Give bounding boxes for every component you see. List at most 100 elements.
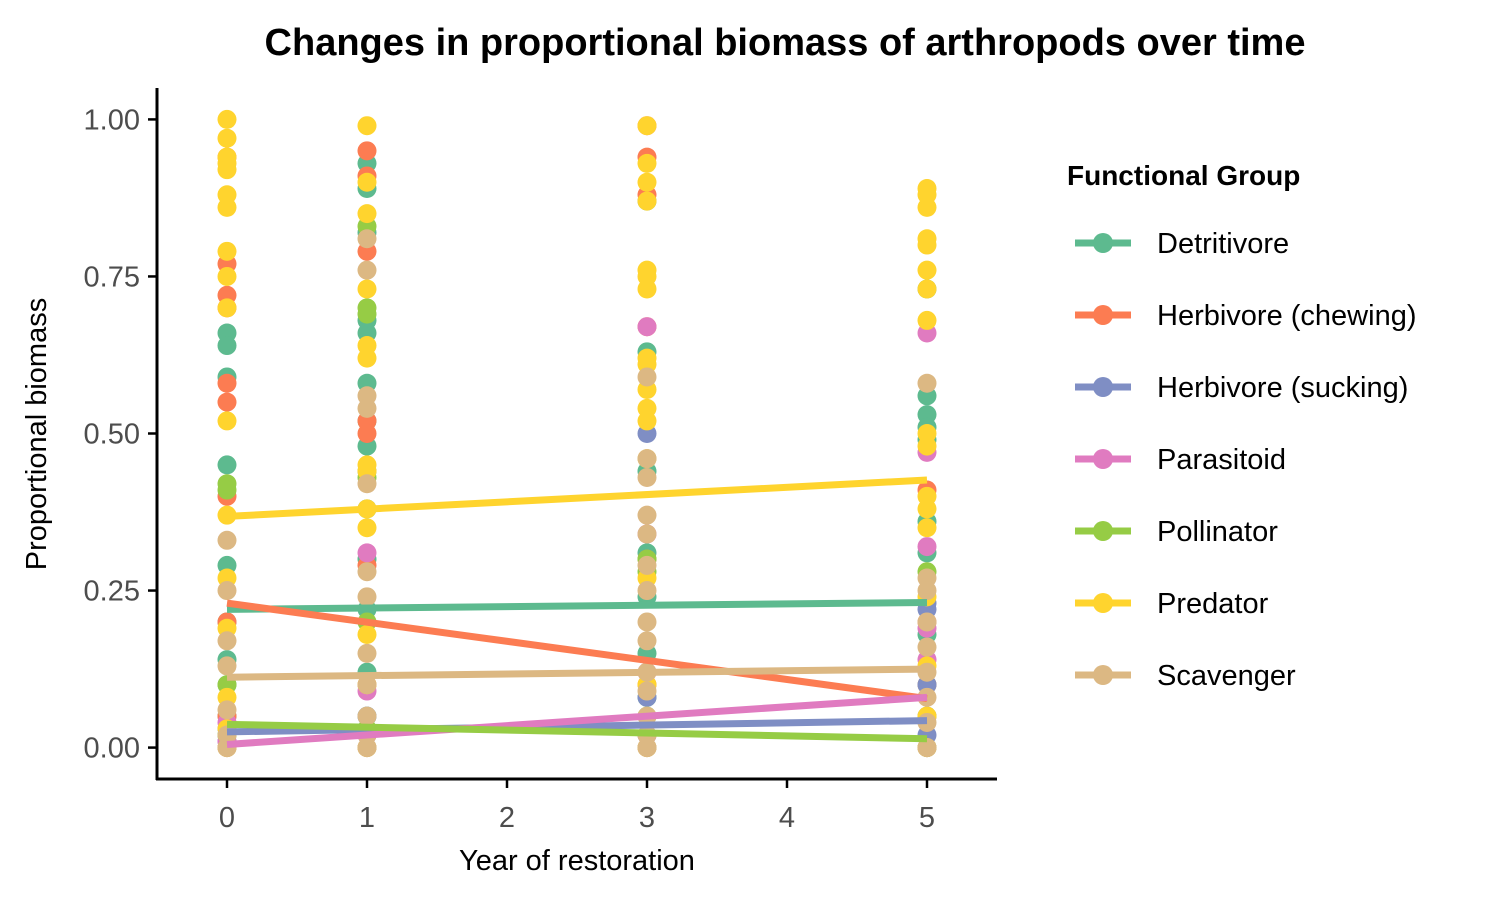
data-point [217,197,237,217]
data-point [217,455,237,475]
data-point [357,279,377,299]
trend-layer [226,476,928,748]
data-point [917,260,937,280]
x-ticks: 0 1 2 3 4 5 [219,779,935,834]
data-point [357,518,377,538]
x-tick-label: 5 [919,802,935,834]
data-point [637,317,657,337]
data-point [357,424,377,443]
data-point [637,449,657,469]
data-point [917,499,937,519]
x-tick-label: 3 [639,802,655,834]
data-point [637,631,657,651]
trend-line [226,476,928,520]
x-tick-label: 0 [219,802,235,834]
y-tick-label: 0.00 [84,733,140,765]
x-axis-label: Year of restoration [459,845,695,877]
trend-line [226,693,928,748]
legend-item: Herbivore (chewing) [1075,300,1417,332]
data-point [217,266,237,286]
data-point [917,235,937,255]
data-point [917,436,937,456]
data-point [357,172,377,192]
data-point [357,304,377,324]
legend-label: Herbivore (sucking) [1157,372,1408,404]
data-point [217,480,237,500]
data-point [217,241,237,261]
y-axis-label: Proportional biomass [21,298,53,570]
legend-marker [1093,593,1113,613]
data-point [637,153,657,173]
data-point [637,191,657,211]
y-tick-label: 0.50 [84,419,140,451]
data-point [357,587,377,607]
data-point [637,367,657,387]
data-point [357,398,377,418]
trend-line [226,665,928,681]
legend-label: Detritivore [1157,228,1289,260]
legend-label: Herbivore (chewing) [1157,300,1417,332]
data-point [217,656,237,676]
legend-item: Predator [1075,588,1269,620]
data-point [217,631,237,651]
data-point [917,612,937,632]
data-point [217,530,237,550]
legend-title: Functional Group [1067,160,1300,191]
legend-item: Pollinator [1075,516,1278,548]
data-point [357,706,377,726]
data-point [637,524,657,544]
legend-marker [1093,521,1113,541]
trend-line [226,720,928,743]
data-point [357,543,377,563]
data-point [217,298,237,318]
legend-marker [1093,233,1113,253]
data-point [357,116,377,136]
data-point [217,109,237,129]
data-point [637,279,657,299]
legend-marker [1093,665,1113,685]
data-point [637,411,657,431]
data-point [637,555,657,575]
data-point [217,160,237,180]
data-point [357,474,377,494]
data-point [217,581,237,601]
data-point [637,116,657,136]
data-point [217,336,237,356]
data-point [357,675,377,695]
data-point [637,612,657,632]
trend-line [226,598,928,613]
data-point [917,738,937,758]
data-point [637,681,657,701]
data-point [217,700,237,720]
legend-item: Scavenger [1075,660,1296,692]
data-point [357,229,377,249]
x-tick-label: 2 [499,802,515,834]
data-point [637,738,657,758]
legend-label: Scavenger [1157,660,1296,692]
data-point [357,738,377,758]
data-point [917,637,937,657]
legend-label: Pollinator [1157,516,1278,548]
x-tick-label: 1 [359,802,375,834]
data-point [917,581,937,601]
legend-item: Parasitoid [1075,444,1286,476]
data-point [217,411,237,431]
legend-marker [1093,305,1113,325]
legend: Detritivore Herbivore (chewing) Herbivore … [1075,228,1417,692]
data-point [357,643,377,663]
data-point [217,392,237,412]
legend-marker [1093,377,1113,397]
data-point [917,537,937,557]
data-point [917,279,937,299]
data-point [217,128,237,148]
y-tick-label: 1.00 [84,104,140,136]
data-point [637,581,657,601]
data-point [637,505,657,525]
legend-item: Detritivore [1075,228,1289,260]
legend-label: Predator [1157,588,1269,620]
legend-marker [1093,449,1113,469]
trend-line [226,599,928,703]
data-point [357,625,377,645]
data-point [357,204,377,224]
